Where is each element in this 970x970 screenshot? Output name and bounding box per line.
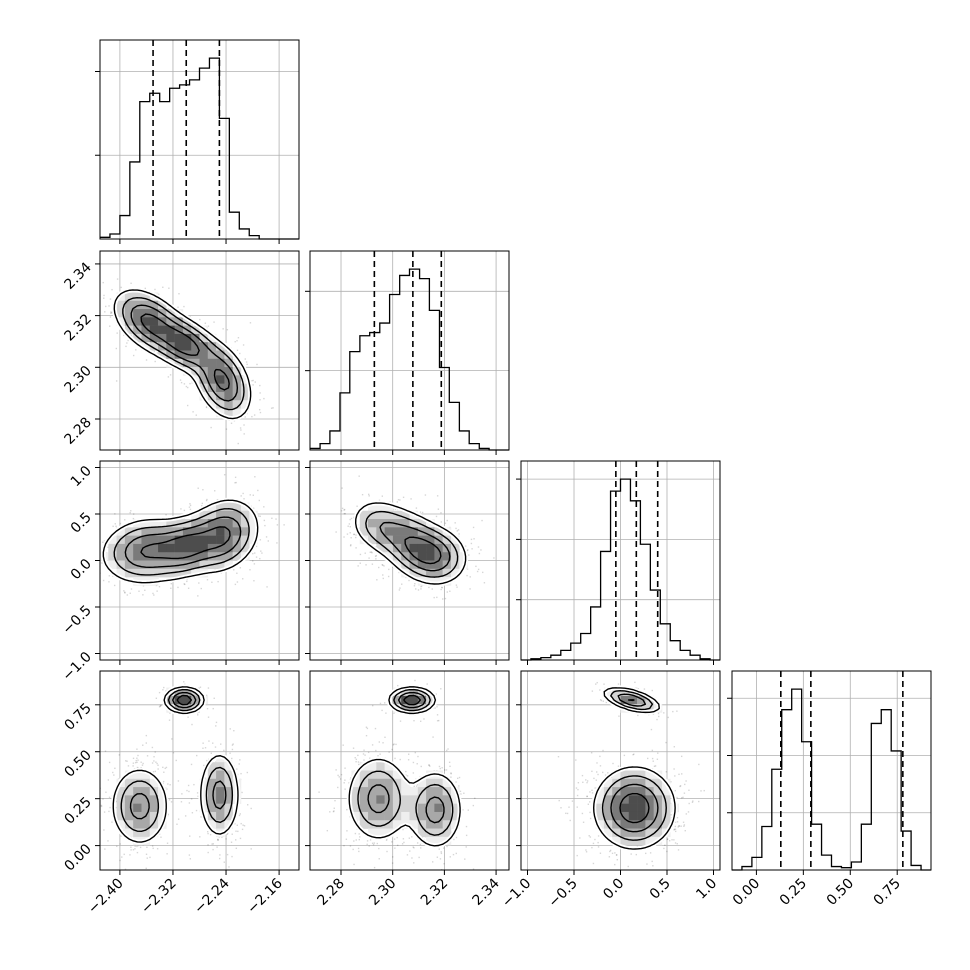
y-tick-label-param-1-2: 2.32 (61, 311, 94, 344)
x-tick-label-param-0-2: −2.24 (191, 875, 233, 917)
hist-panel-2-histogram (521, 478, 720, 661)
x-tick-label-param-3-2: 0.50 (824, 876, 857, 909)
pair-panel-3-0: −2.40 −2.32 −2.24 −2.16 0.00 0.25 0.50 0.75 (61, 670, 300, 918)
pair-panel-3-0-contour-1 (120, 688, 234, 832)
x-tick-label-param-1-1: 2.30 (366, 876, 399, 909)
pair-panel-3-2-contour-2 (610, 693, 659, 833)
y-tick-label-param-3-2: 0.50 (61, 747, 94, 780)
pair-panel-3-2-frame (520, 670, 721, 871)
pair-panel-2-0-contour-3 (140, 526, 231, 560)
hist-panel-3-histogram (732, 688, 931, 871)
pair-panel-1-0: 2.28 2.30 2.32 2.34 (61, 250, 300, 455)
y-tick-label-param-1-3: 2.34 (61, 259, 94, 292)
pair-panel-3-1-contour-1 (357, 688, 454, 836)
y-tick-label-param-1-0: 2.28 (61, 415, 94, 448)
pair-panel-3-2: −1.0 −0.5 0.0 0.5 1.0 (499, 670, 721, 911)
pair-panel-3-1-contour-0 (348, 686, 461, 847)
pair-panel-2-0: −1.0 −0.5 0.0 0.5 1.0 (59, 460, 300, 684)
pair-panel-2-1-contour-0 (354, 502, 467, 585)
pair-panel-2-1-frame (309, 460, 510, 661)
pair-panel-1-0-contour-1 (122, 296, 245, 411)
pair-panel-2-1-contour-2 (379, 521, 451, 572)
pair-panel-2-1 (305, 460, 510, 665)
pair-panel-3-1: 2.28 2.30 2.32 2.34 (305, 670, 510, 909)
hist-panel-1 (305, 250, 510, 455)
hist-panel-3: 0.00 0.25 0.50 0.75 (727, 670, 932, 909)
y-tick-label-param-2-1: −0.5 (59, 603, 94, 638)
pair-panel-1-0-density-shading (116, 292, 250, 418)
hist-panel-2 (516, 460, 721, 665)
pair-panel-3-0-contour-0 (112, 686, 239, 843)
x-tick-label-param-2-2: 0.0 (600, 876, 627, 903)
x-tick-label-param-3-0: 0.00 (730, 876, 763, 909)
pair-panel-3-1-contour-3 (403, 694, 421, 706)
y-tick-label-param-2-4: 1.0 (68, 463, 95, 490)
pair-panel-3-0-density-shading (116, 687, 242, 846)
pair-panel-3-2-contour-1 (601, 690, 667, 841)
pair-panel-2-0-frame (99, 460, 300, 661)
pair-panel-1-0-contour-0 (113, 289, 252, 420)
pair-panel-3-1-frame (309, 670, 510, 871)
pair-panel-1-0-frame (99, 250, 300, 451)
y-tick-label-param-3-3: 0.75 (61, 700, 94, 733)
pair-panel-2-0-contour-2 (124, 516, 242, 568)
hist-panel-0 (95, 39, 300, 244)
y-tick-label-param-2-0: −1.0 (59, 649, 94, 684)
pair-panel-3-0-frame (99, 670, 300, 871)
y-tick-label-param-2-2: 0.0 (68, 556, 95, 583)
x-tick-label-param-2-4: 1.0 (693, 876, 720, 903)
y-tick-label-param-3-0: 0.00 (61, 841, 94, 874)
hist-panel-0-histogram (100, 57, 299, 240)
pair-panel-3-2-contour-0 (593, 687, 676, 850)
x-tick-label-param-3-1: 0.25 (777, 876, 810, 909)
pair-panel-2-0-contour-1 (113, 508, 250, 576)
hist-panel-0-frame (99, 39, 300, 240)
pair-panel-2-1-contour-1 (365, 510, 459, 578)
pair-panel-3-0-contour-3 (176, 694, 193, 706)
pair-panel-1-0-contour-2 (130, 304, 239, 402)
x-tick-label-param-3-3: 0.75 (871, 876, 904, 909)
x-tick-label-param-0-0: −2.40 (85, 876, 127, 918)
hist-panel-1-histogram (310, 268, 509, 451)
pair-panel-3-1-contour-2 (367, 691, 445, 824)
x-tick-label-param-0-1: −2.32 (138, 876, 180, 918)
y-tick-label-param-1-1: 2.30 (61, 363, 94, 396)
pair-panel-3-2-contour-3 (619, 699, 650, 824)
hist-panel-1-frame (309, 250, 510, 451)
pair-panel-2-1-contour-3 (404, 536, 442, 565)
y-tick-label-param-3-1: 0.25 (61, 794, 94, 827)
hist-panel-3-frame (731, 670, 932, 871)
x-tick-label-param-0-3: −2.16 (244, 875, 286, 917)
y-tick-label-param-2-3: 0.5 (68, 510, 95, 537)
pair-panel-2-0-contour-0 (102, 499, 259, 584)
x-tick-label-param-2-1: −0.5 (545, 876, 580, 911)
x-tick-label-param-1-0: 2.28 (314, 876, 347, 909)
x-tick-label-param-2-0: −1.0 (499, 876, 534, 911)
x-tick-label-param-2-3: 0.5 (647, 876, 674, 903)
x-tick-label-param-1-3: 2.34 (470, 875, 503, 908)
hist-panel-2-frame (520, 460, 721, 661)
pair-panel-1-0-contour-3 (140, 313, 230, 391)
pair-panel-3-0-contour-2 (129, 691, 227, 820)
x-tick-label-param-1-2: 2.32 (418, 876, 451, 909)
